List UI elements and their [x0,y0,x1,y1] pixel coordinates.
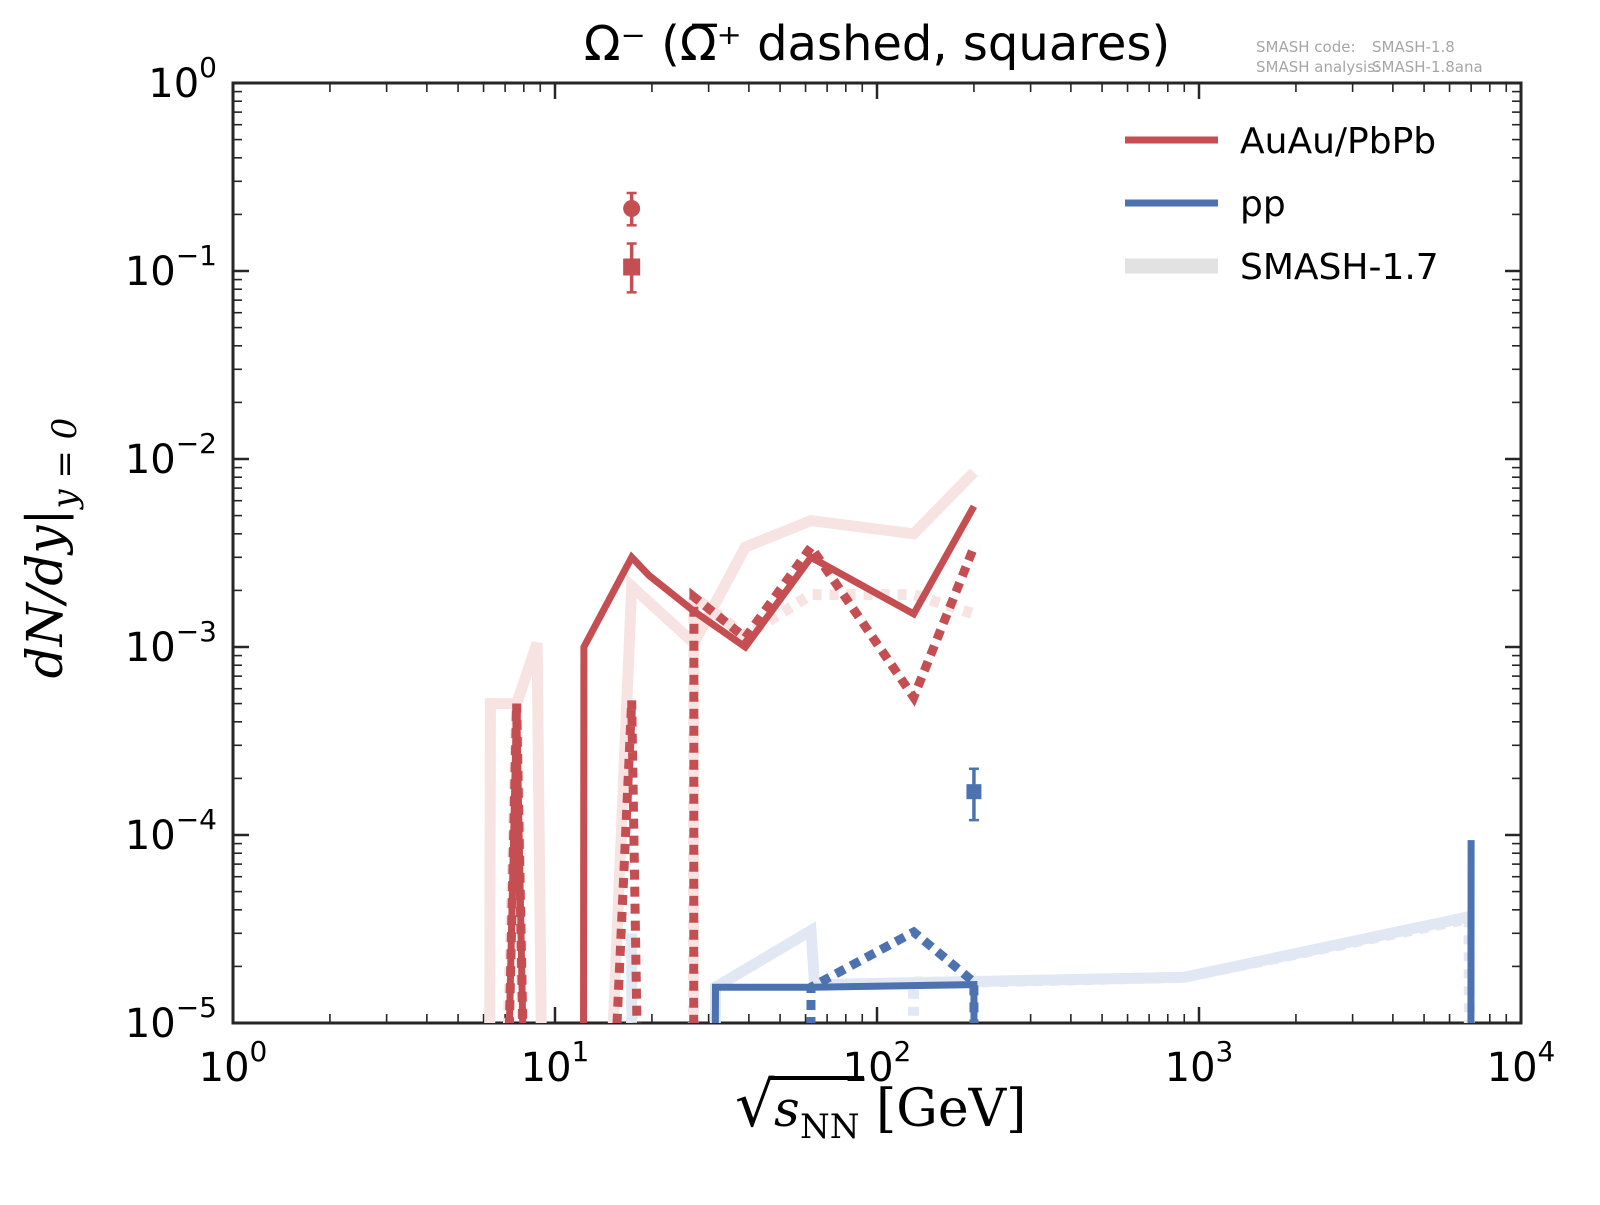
legend-label-smash17: SMASH-1.7 [1240,247,1439,288]
smash17-pp-omega-minus-line [709,910,1473,1023]
x-tick-label-1e1: 101 [521,1035,590,1091]
markers-layer [623,191,982,822]
y-tick-label-1e-4: 10−4 [125,803,217,859]
y-tick-label-1e-1: 10−1 [125,239,217,295]
watermark: SMASH code: SMASH-1.8 SMASH analysis: SM… [1256,38,1483,76]
x-tick-label-1e0: 100 [199,1035,268,1091]
chart-title: Ω⁻ (Ω̅⁺ dashed, squares) [584,16,1170,72]
legend-label-pp: pp [1240,184,1286,225]
x-tick-label-1e4: 104 [1487,1035,1556,1091]
x-axis-label-sub: NN [800,1107,860,1147]
series-layer [484,468,1475,1023]
smash18-pp-omega-minus-line [711,840,1475,1023]
watermark-code-value: SMASH-1.8 [1372,38,1455,56]
y-tick-label-1e0: 100 [148,51,217,107]
smash17-pp-omega-plus-line [626,911,1475,1023]
watermark-analysis-label: SMASH analysis: [1256,58,1380,76]
y-tick-label-1e-2: 10−2 [125,427,217,483]
x-axis-label-unit: [GeV] [876,1079,1026,1139]
exp-point-auau-omega-plus [623,242,641,294]
exp-point-auau-omega-plus-marker [623,258,641,276]
y-tick-label-1e-5: 10−5 [125,991,217,1047]
watermark-code-label: SMASH code: [1256,38,1356,56]
exp-point-auau-omega-minus-marker [623,200,641,218]
axes-layer: 100 101 102 103 104 100 10−1 10−2 10−3 10−4 10−5 [125,51,1556,1091]
axis-labels-layer: √ s NN [GeV] dN/dy|y = 0 [16,418,1026,1147]
y-axis-label: dN/dy|y = 0 [16,418,85,679]
y-tick-label-1e-3: 10−3 [125,615,217,671]
x-tick-label-1e3: 103 [1165,1035,1234,1091]
exp-point-auau-omega-minus [623,191,641,227]
x-axis-label-s: s [774,1080,800,1138]
legend-label-auau: AuAu/PbPb [1240,121,1436,162]
smash18-pp-omega-plus-line [806,926,979,1023]
plot-border [231,81,1523,1025]
x-tick-label-1e2: 102 [843,1035,912,1091]
legend: AuAu/PbPb pp SMASH-1.7 [1125,121,1439,288]
smash18-auau-omega-plus-line [504,539,979,1023]
exp-point-pp [966,767,982,822]
x-axis-label-sqrt: √ [735,1068,775,1141]
exp-point-pp-marker [966,784,982,800]
watermark-analysis-value: SMASH-1.8ana [1372,58,1483,76]
